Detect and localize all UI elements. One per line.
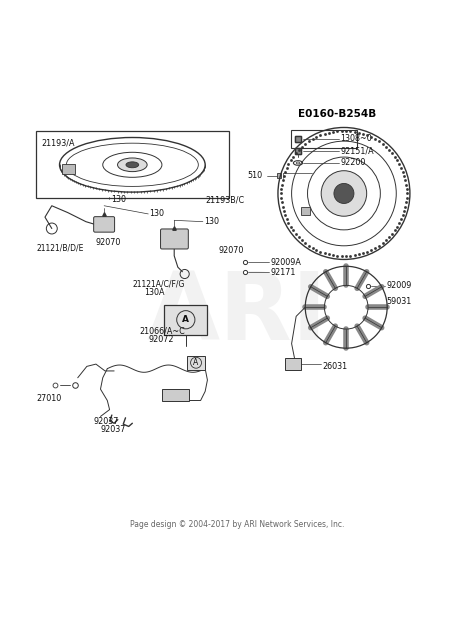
- Bar: [277, 173, 281, 178]
- Text: 21193/A: 21193/A: [41, 139, 75, 148]
- Text: 92151/A: 92151/A: [340, 147, 374, 155]
- Text: 130: 130: [204, 217, 219, 226]
- FancyBboxPatch shape: [161, 229, 188, 249]
- Circle shape: [334, 183, 354, 204]
- FancyBboxPatch shape: [94, 217, 115, 232]
- Text: 92009: 92009: [386, 282, 411, 290]
- Text: 130: 130: [111, 195, 127, 204]
- Text: ARI: ARI: [146, 268, 328, 360]
- Text: 59031: 59031: [386, 297, 411, 306]
- Text: 21121/B/D/E: 21121/B/D/E: [37, 243, 84, 253]
- Text: 92037: 92037: [94, 417, 119, 426]
- Text: 92200: 92200: [340, 158, 365, 168]
- Bar: [187, 356, 205, 370]
- Ellipse shape: [118, 158, 147, 171]
- Text: Page design © 2004-2017 by ARI Network Services, Inc.: Page design © 2004-2017 by ARI Network S…: [130, 520, 344, 529]
- Bar: [291, 130, 356, 147]
- Text: 26031: 26031: [322, 362, 347, 371]
- Bar: [36, 131, 229, 198]
- Bar: [285, 358, 301, 370]
- Text: E0160-B254B: E0160-B254B: [299, 109, 377, 119]
- Text: 92072: 92072: [148, 335, 174, 344]
- Text: 27010: 27010: [37, 394, 62, 403]
- Bar: [162, 389, 189, 401]
- Bar: [301, 207, 310, 215]
- Text: 510: 510: [247, 171, 263, 180]
- Circle shape: [321, 171, 367, 216]
- Ellipse shape: [126, 162, 139, 168]
- Text: A: A: [193, 358, 199, 367]
- Text: 21193B/C: 21193B/C: [205, 196, 244, 205]
- Text: 130A: 130A: [144, 288, 164, 297]
- Bar: [164, 305, 208, 334]
- Text: A: A: [182, 315, 189, 324]
- Text: 92009A: 92009A: [270, 258, 301, 267]
- Text: 92070: 92070: [96, 238, 121, 246]
- Text: 92171: 92171: [270, 267, 296, 277]
- Text: 21121A/C/F/G: 21121A/C/F/G: [132, 280, 185, 289]
- Text: 1308~0: 1308~0: [340, 134, 372, 144]
- Text: 21066/A~C: 21066/A~C: [139, 326, 185, 335]
- Text: 92070: 92070: [219, 246, 244, 255]
- Text: 130: 130: [150, 209, 164, 219]
- Bar: [62, 164, 75, 174]
- Text: 92037: 92037: [100, 425, 126, 434]
